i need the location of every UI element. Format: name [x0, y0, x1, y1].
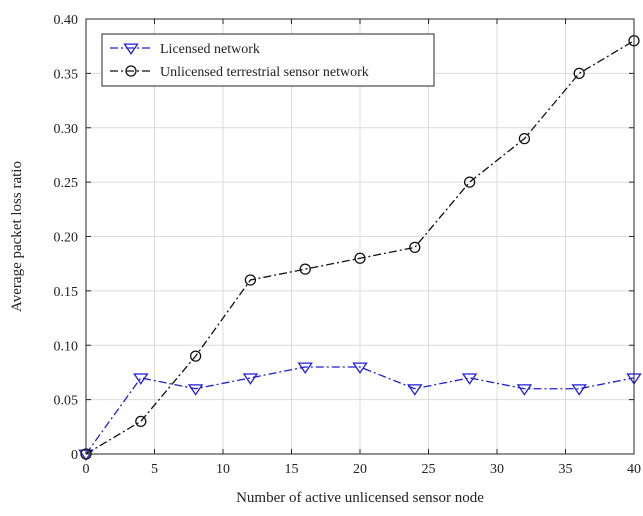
- y-axis-label: Average packet loss ratio: [9, 161, 25, 312]
- y-tick-label: 0.35: [54, 67, 79, 82]
- series-1: [78, 362, 642, 462]
- data-point: [189, 350, 202, 362]
- data-point: [407, 384, 423, 396]
- x-axis-label: Number of active unlicensed sensor node: [236, 490, 484, 506]
- data-point: [135, 415, 147, 428]
- legend-label: Licensed network: [160, 42, 260, 57]
- data-point: [354, 252, 366, 264]
- data-point: [352, 362, 368, 375]
- y-tick-label: 0.10: [54, 339, 79, 354]
- x-tick-label: 10: [216, 462, 230, 477]
- x-tick-label: 15: [285, 462, 299, 477]
- y-tick-label: 0: [71, 448, 78, 463]
- data-point: [409, 241, 421, 254]
- x-tick-label: 5: [151, 462, 158, 477]
- legend: Licensed network Unlicensed terrestrial s…: [101, 33, 435, 87]
- x-tick-label: 30: [490, 462, 504, 477]
- series-group: [78, 35, 642, 462]
- x-tick-label: 25: [422, 462, 436, 477]
- data-point: [133, 373, 149, 385]
- x-tick-label: 35: [559, 462, 573, 477]
- data-point: [242, 373, 259, 385]
- legend-item: Unlicensed terrestrial sensor network: [110, 65, 369, 80]
- y-tick-label: 0.15: [54, 285, 79, 300]
- y-tick-label: 0.40: [54, 13, 79, 28]
- ticks: 0 5 10 15 20 25 30 35 40 0 0.05 0.10 0.15 0.20 0.25 0.3…: [54, 13, 642, 477]
- legend-marker: [125, 65, 137, 77]
- y-tick-label: 0.05: [54, 394, 79, 409]
- legend-item: Licensed network: [110, 42, 260, 57]
- x-tick-label: 20: [353, 462, 367, 477]
- x-tick-label: 0: [83, 462, 90, 477]
- series-line: [85, 366, 635, 455]
- data-point: [297, 362, 313, 375]
- legend-box: [101, 33, 435, 87]
- data-point: [299, 263, 311, 275]
- data-point: [187, 384, 204, 396]
- x-tick-label: 40: [627, 462, 641, 477]
- legend-items: Licensed network Unlicensed terrestrial s…: [110, 42, 369, 80]
- data-point: [571, 384, 587, 396]
- series-line: [85, 40, 635, 455]
- legend-marker: [123, 43, 139, 56]
- data-point: [518, 132, 531, 145]
- y-tick-label: 0.20: [54, 231, 79, 246]
- data-point: [463, 176, 476, 188]
- y-tick-label: 0.30: [54, 122, 79, 137]
- data-point: [573, 67, 585, 80]
- y-tick-label: 0.25: [54, 176, 79, 191]
- data-point: [516, 384, 533, 396]
- legend-label: Unlicensed terrestrial sensor network: [160, 65, 369, 80]
- data-point: [461, 373, 478, 385]
- data-point: [244, 274, 257, 286]
